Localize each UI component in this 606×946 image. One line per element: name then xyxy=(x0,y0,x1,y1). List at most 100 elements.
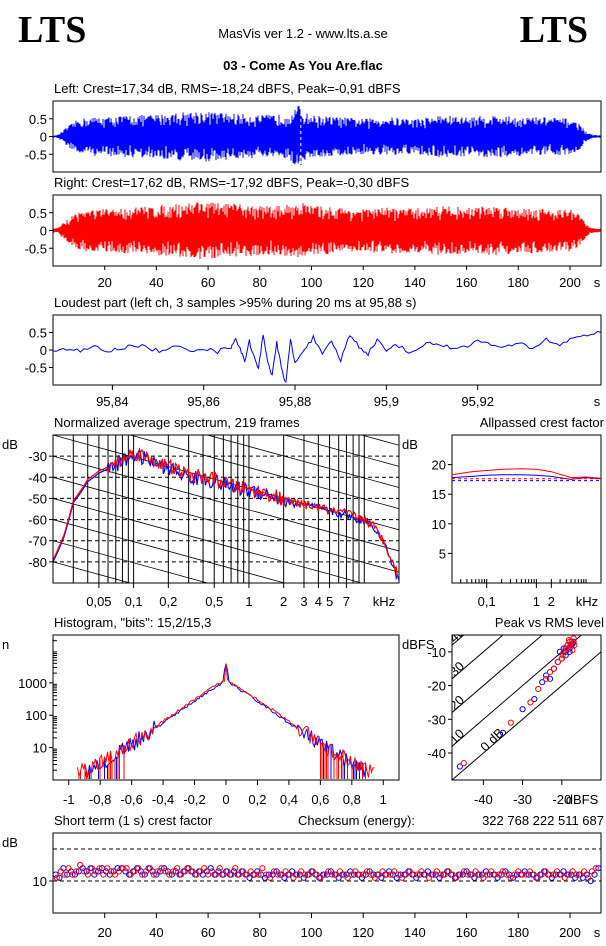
peakrms-frame xyxy=(451,634,602,781)
shortcrest-point-right xyxy=(542,868,549,875)
spectrum-x-tick-label: 0,5 xyxy=(205,594,223,609)
shortcrest-point-left xyxy=(300,874,307,881)
left-waveform-signal xyxy=(53,105,601,166)
histogram-x-tick-label: -0,6 xyxy=(120,792,142,807)
shortcrest-point-right xyxy=(429,871,437,878)
shortcrest-x-tick-label: 120 xyxy=(352,925,374,940)
shortcrest-point-right xyxy=(294,871,301,878)
shortcrest-point-right xyxy=(282,868,289,875)
loudest-x-tick-label: 95,9 xyxy=(374,394,399,409)
shortcrest-point-right xyxy=(321,871,328,878)
histogram-x-tick-label: -0,4 xyxy=(152,792,174,807)
shortcrest-point-right xyxy=(460,868,468,875)
peakrms-point-left xyxy=(519,706,526,713)
histogram-x-tick-label: 0,6 xyxy=(311,792,329,807)
histogram-x-tick-label: -1 xyxy=(63,792,75,807)
shortcrest-point-right xyxy=(379,868,386,875)
peakrms-crest-label: 20 xyxy=(446,692,467,713)
shortcrest-point-right xyxy=(80,868,88,875)
shortcrest-point-right xyxy=(220,871,227,878)
histogram-ylabel: n xyxy=(2,637,9,652)
shortcrest-point-right xyxy=(84,871,91,878)
peakrms-xlabel: dBFS xyxy=(566,792,599,807)
shortcrest-point-right xyxy=(546,871,553,878)
right-waveform-tick-label: -0.5 xyxy=(25,241,47,256)
shortcrest-title: Short term (1 s) crest factor xyxy=(54,813,213,828)
shortcrest-point-right xyxy=(445,868,452,875)
peakrms-point-left xyxy=(456,763,463,770)
shortcrest-point-right xyxy=(538,871,545,878)
shortcrest-point-right xyxy=(142,868,150,875)
spectrum-x-tick-label: 7 xyxy=(343,594,350,609)
shortcrest-x-tick-label: 140 xyxy=(404,925,426,940)
shortcrest-point-left xyxy=(366,868,373,875)
histogram-x-tick-label: 0,8 xyxy=(343,792,361,807)
shortcrest-point-right xyxy=(111,871,119,878)
peakrms-crest-label: 0 dB xyxy=(477,725,507,754)
shortcrest-point-left xyxy=(52,871,59,878)
spectrum-x-tick-label: 1 xyxy=(245,594,252,609)
checksum-label: Checksum (energy): xyxy=(298,813,415,828)
spectrum-title: Normalized average spectrum, 219 frames xyxy=(54,415,300,430)
spectrum-slope-line xyxy=(53,668,399,763)
peakrms-tick-label: -40 xyxy=(427,746,446,761)
shortcrest-point-right xyxy=(286,871,293,878)
peakrms-point-right xyxy=(543,675,550,682)
shortcrest-point-right xyxy=(255,871,262,878)
shortcrest-point-right xyxy=(422,871,429,878)
peakrms-point-left xyxy=(560,645,567,652)
shortcrest-point-left xyxy=(161,865,168,872)
shortcrest-point-left xyxy=(327,868,334,875)
shortcrest-point-right xyxy=(336,868,344,875)
peakrms-title: Peak vs RMS level xyxy=(495,615,604,630)
shortcrest-point-right xyxy=(119,865,126,872)
spectrum-tick-label: -80 xyxy=(28,555,47,570)
shortcrest-point-right xyxy=(309,868,316,875)
spectrum-slope-line xyxy=(53,476,399,573)
shortcrest-point-right xyxy=(251,871,258,878)
shortcrest-point-left xyxy=(141,871,148,878)
peakrms-point-right xyxy=(559,652,566,659)
histogram-line-right xyxy=(77,663,375,778)
spectrum-tick-label: -30 xyxy=(28,449,47,464)
crest-tick-label: 15 xyxy=(432,487,446,502)
shortcrest-point-right xyxy=(131,868,138,875)
right-waveform-title: Right: Crest=17,62 dB, RMS=-17,92 dBFS, … xyxy=(54,175,409,190)
right-waveform-x-tick-label: 60 xyxy=(201,275,215,290)
shortcrest-point-right xyxy=(329,871,336,878)
shortcrest-point-left xyxy=(572,874,579,881)
right-waveform-x-tick-label: 40 xyxy=(149,275,163,290)
peakrms-crest-label: 40 xyxy=(446,625,467,646)
shortcrest-point-right xyxy=(360,871,367,878)
shortcrest-point-left xyxy=(436,874,443,881)
shortcrest-point-right xyxy=(495,871,502,878)
shortcrest-point-right xyxy=(363,868,371,875)
histogram-title: Histogram, "bits": 15,2/15,3 xyxy=(54,615,211,630)
shortcrest-point-left xyxy=(83,868,90,875)
shortcrest-point-right xyxy=(476,871,483,878)
shortcrest-point-right xyxy=(561,874,568,881)
shortcrest-point-right xyxy=(557,871,565,878)
shortcrest-point-right xyxy=(150,871,157,878)
shortcrest-point-right xyxy=(96,865,103,872)
shortcrest-point-right xyxy=(503,871,510,878)
loudest-x-tick-label: s xyxy=(594,394,601,409)
shortcrest-point-right xyxy=(437,871,444,878)
spectrum-x-tick-label: 0,1 xyxy=(125,594,143,609)
shortcrest-point-right xyxy=(305,871,313,878)
right-waveform-x-tick-label: 140 xyxy=(404,275,426,290)
right-waveform-x-tick-label: 160 xyxy=(456,275,478,290)
shortcrest-point-right xyxy=(127,871,134,878)
shortcrest-point-right xyxy=(371,874,378,881)
shortcrest-point-right xyxy=(499,868,506,875)
shortcrest-point-right xyxy=(472,868,479,875)
histogram-x-tick-label: 0,4 xyxy=(280,792,298,807)
shortcrest-point-left xyxy=(463,868,470,875)
shortcrest-point-right xyxy=(414,871,421,878)
crest-x-tick-label: 0,1 xyxy=(478,594,496,609)
peakrms-x-tick-label: -40 xyxy=(474,792,493,807)
peakrms-point-right xyxy=(571,642,578,649)
shortcrest-point-right xyxy=(553,868,561,875)
peakrms-point-right xyxy=(558,655,565,662)
shortcrest-point-left xyxy=(95,868,102,875)
